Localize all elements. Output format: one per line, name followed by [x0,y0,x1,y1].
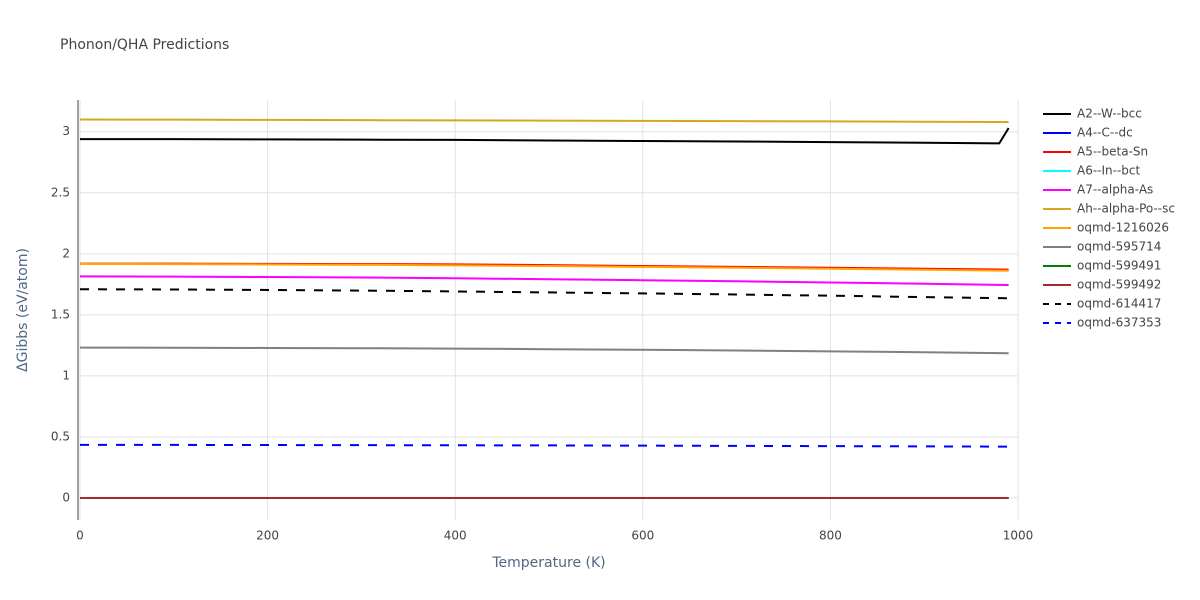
x-tick-label: 600 [631,529,654,543]
series-line [80,127,1010,145]
legend-label: oqmd-637353 [1077,316,1161,330]
legend-label: Ah--alpha-Po--sc [1077,202,1175,216]
y-tick-label: 3 [62,124,70,138]
chart-title: Phonon/QHA Predictions [60,37,229,53]
y-tick-label: 0.5 [51,429,70,443]
legend-label: oqmd-599491 [1077,259,1161,273]
y-tick-label: 1.5 [51,307,70,321]
x-axis-title: Temperature (K) [491,555,605,571]
y-tick-label: 0 [62,491,70,505]
legend-label: oqmd-1216026 [1077,221,1169,235]
legend-label: A7--alpha-As [1077,183,1153,197]
legend-label: oqmd-614417 [1077,297,1161,311]
legend-label: A4--C--dc [1077,126,1133,140]
legend-label: oqmd-599492 [1077,278,1161,292]
y-tick-label: 2.5 [51,185,70,199]
x-tick-label: 0 [76,529,84,543]
y-tick-label: 1 [62,368,70,382]
y-tick-label: 2 [62,246,70,260]
x-tick-label: 1000 [1003,529,1034,543]
x-tick-label: 800 [819,529,842,543]
legend-label: A6--In--bct [1077,164,1141,178]
legend-label: oqmd-595714 [1077,240,1161,254]
y-axis-title: ΔGibbs (eV/atom) [15,248,31,372]
x-tick-label: 200 [256,529,279,543]
legend-label: A2--W--bcc [1077,107,1142,121]
series-line [79,275,1009,286]
series-line [79,346,1009,355]
series-line [79,118,1009,123]
series-line [79,262,1009,272]
x-tick-label: 400 [444,529,467,543]
legend-label: A5--beta-Sn [1077,145,1148,159]
